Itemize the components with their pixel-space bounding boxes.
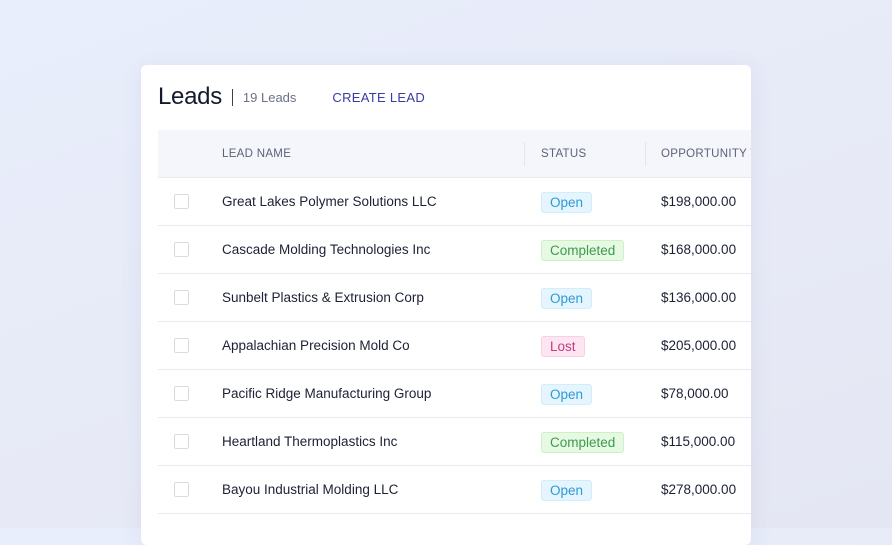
table-body: Great Lakes Polymer Solutions LLC Open $…	[158, 178, 751, 514]
row-checkbox[interactable]	[174, 194, 189, 209]
create-lead-button[interactable]: CREATE LEAD	[332, 89, 426, 105]
column-header-lead-name[interactable]: LEAD NAME	[222, 148, 292, 160]
opportunity-value: $278,000.00	[661, 482, 737, 497]
row-checkbox[interactable]	[174, 242, 189, 257]
opportunity-value: $205,000.00	[661, 338, 737, 353]
row-checkbox[interactable]	[174, 482, 189, 497]
opportunity-value: $78,000.00	[661, 386, 729, 401]
table-row[interactable]: Sunbelt Plastics & Extrusion Corp Open $…	[158, 274, 751, 322]
table-row[interactable]: Bayou Industrial Molding LLC Open $278,0…	[158, 466, 751, 514]
status-badge: Open	[541, 480, 593, 501]
table-row[interactable]: Heartland Thermoplastics Inc Completed $…	[158, 418, 751, 466]
lead-name[interactable]: Appalachian Precision Mold Co	[222, 338, 410, 353]
table-header: LEAD NAME STATUS OPPORTUNITY V	[158, 130, 751, 178]
lead-name[interactable]: Pacific Ridge Manufacturing Group	[222, 386, 432, 401]
row-checkbox[interactable]	[174, 290, 189, 305]
table-row[interactable]: Pacific Ridge Manufacturing Group Open $…	[158, 370, 751, 418]
leads-table: LEAD NAME STATUS OPPORTUNITY V Great Lak…	[158, 130, 751, 514]
opportunity-value: $168,000.00	[661, 242, 737, 257]
status-badge: Open	[541, 288, 593, 309]
opportunity-value: $198,000.00	[661, 194, 737, 209]
leads-header: Leads 19 Leads CREATE LEAD	[158, 83, 426, 110]
row-checkbox[interactable]	[174, 338, 189, 353]
table-row[interactable]: Great Lakes Polymer Solutions LLC Open $…	[158, 178, 751, 226]
divider	[231, 88, 233, 106]
column-header-opportunity-value[interactable]: OPPORTUNITY V	[661, 148, 751, 160]
column-header-status[interactable]: STATUS	[541, 148, 587, 160]
column-divider[interactable]	[645, 142, 646, 166]
status-badge: Lost	[541, 336, 585, 357]
column-divider[interactable]	[524, 142, 525, 166]
lead-name[interactable]: Heartland Thermoplastics Inc	[222, 434, 398, 449]
opportunity-value: $136,000.00	[661, 290, 737, 305]
page-title: Leads	[158, 83, 222, 110]
lead-name[interactable]: Sunbelt Plastics & Extrusion Corp	[222, 290, 424, 305]
table-row[interactable]: Cascade Molding Technologies Inc Complet…	[158, 226, 751, 274]
leads-card: Leads 19 Leads CREATE LEAD LEAD NAME STA…	[141, 65, 751, 545]
status-badge: Completed	[541, 432, 625, 453]
lead-name[interactable]: Cascade Molding Technologies Inc	[222, 242, 431, 257]
status-badge: Open	[541, 192, 593, 213]
row-checkbox[interactable]	[174, 386, 189, 401]
status-badge: Completed	[541, 240, 625, 261]
opportunity-value: $115,000.00	[661, 434, 736, 449]
leads-count: 19 Leads	[242, 89, 297, 105]
status-badge: Open	[541, 384, 593, 405]
lead-name[interactable]: Bayou Industrial Molding LLC	[222, 482, 399, 497]
table-row[interactable]: Appalachian Precision Mold Co Lost $205,…	[158, 322, 751, 370]
lead-name[interactable]: Great Lakes Polymer Solutions LLC	[222, 194, 437, 209]
row-checkbox[interactable]	[174, 434, 189, 449]
